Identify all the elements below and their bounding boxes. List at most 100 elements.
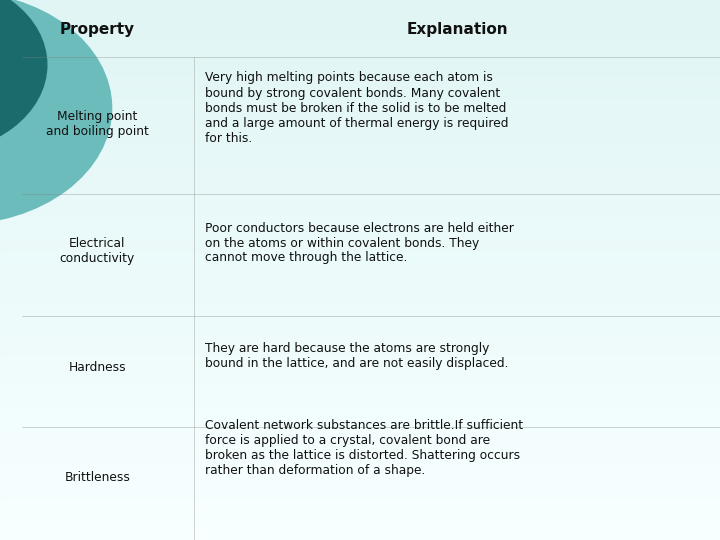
Bar [0, 63, 720, 68]
Bar [0, 85, 720, 90]
Bar [0, 108, 720, 112]
Bar [0, 477, 720, 482]
Bar [0, 0, 720, 4]
Text: They are hard because the atoms are strongly
bound in the lattice, and are not e: They are hard because the atoms are stro… [205, 342, 509, 370]
Bar [0, 148, 720, 153]
Bar [0, 274, 720, 279]
Bar [0, 342, 720, 347]
Bar [0, 193, 720, 198]
Bar [0, 50, 720, 54]
Bar [0, 355, 720, 360]
Bar [0, 45, 720, 50]
Bar [0, 18, 720, 23]
Bar [0, 239, 720, 243]
Bar [0, 117, 720, 122]
Text: Explanation: Explanation [406, 22, 508, 37]
Bar [0, 320, 720, 324]
Bar [0, 247, 720, 252]
Text: Brittleness: Brittleness [64, 471, 130, 484]
Bar [0, 266, 720, 270]
Bar [0, 139, 720, 144]
Bar [0, 94, 720, 99]
Bar [0, 369, 720, 374]
Bar [0, 500, 720, 504]
Circle shape [0, 0, 47, 154]
Bar [0, 405, 720, 409]
Bar [0, 243, 720, 247]
Bar [0, 131, 720, 135]
Bar [0, 252, 720, 256]
Bar [0, 279, 720, 284]
Bar [0, 4, 720, 9]
Bar [0, 270, 720, 274]
Bar [0, 450, 720, 455]
Bar [0, 36, 720, 40]
Bar [0, 27, 720, 31]
Bar [0, 338, 720, 342]
Bar [0, 153, 720, 158]
Bar [0, 23, 720, 27]
Bar [0, 68, 720, 72]
Bar [0, 261, 720, 266]
Bar [0, 441, 720, 445]
Bar [0, 284, 720, 288]
Bar [0, 207, 720, 212]
Bar [0, 202, 720, 207]
Bar [0, 158, 720, 162]
Bar [0, 360, 720, 364]
Bar [0, 459, 720, 463]
Bar [0, 378, 720, 382]
Bar [0, 301, 720, 306]
Bar [0, 135, 720, 139]
Bar [0, 256, 720, 261]
Bar [0, 382, 720, 387]
Bar [0, 455, 720, 459]
Bar [0, 297, 720, 301]
Bar [0, 536, 720, 540]
Bar [0, 364, 720, 369]
Text: Property: Property [60, 22, 135, 37]
Bar [0, 436, 720, 441]
Bar [0, 531, 720, 536]
Bar [0, 230, 720, 234]
Bar [0, 517, 720, 522]
Circle shape [0, 0, 112, 224]
Text: Melting point
and boiling point: Melting point and boiling point [46, 110, 148, 138]
Text: Very high melting points because each atom is
bound by strong covalent bonds. Ma: Very high melting points because each at… [205, 71, 509, 145]
Bar [0, 81, 720, 85]
Bar [0, 77, 720, 81]
Bar [0, 31, 720, 36]
Bar [0, 306, 720, 310]
Text: Hardness: Hardness [68, 361, 126, 374]
Bar [0, 216, 720, 220]
Bar [0, 288, 720, 293]
Bar [0, 162, 720, 166]
Text: Poor conductors because electrons are held either
on the atoms or within covalen: Poor conductors because electrons are he… [205, 221, 514, 265]
Bar [0, 185, 720, 189]
Bar [0, 495, 720, 500]
Bar [0, 351, 720, 355]
Bar [0, 333, 720, 338]
Bar [0, 171, 720, 176]
Bar [0, 220, 720, 225]
Bar [0, 234, 720, 239]
Bar [0, 99, 720, 104]
Bar [0, 504, 720, 509]
Bar [0, 486, 720, 490]
Bar [0, 126, 720, 131]
Bar [0, 112, 720, 117]
Bar [0, 472, 720, 477]
Bar [0, 90, 720, 94]
Bar [0, 432, 720, 436]
Bar [0, 315, 720, 320]
Bar [0, 509, 720, 513]
Bar [0, 58, 720, 63]
Bar [0, 166, 720, 171]
Bar [0, 54, 720, 58]
Bar [0, 122, 720, 126]
Bar [0, 446, 720, 450]
Bar [0, 40, 720, 45]
Bar [0, 463, 720, 468]
Bar [0, 423, 720, 428]
Bar [0, 387, 720, 392]
